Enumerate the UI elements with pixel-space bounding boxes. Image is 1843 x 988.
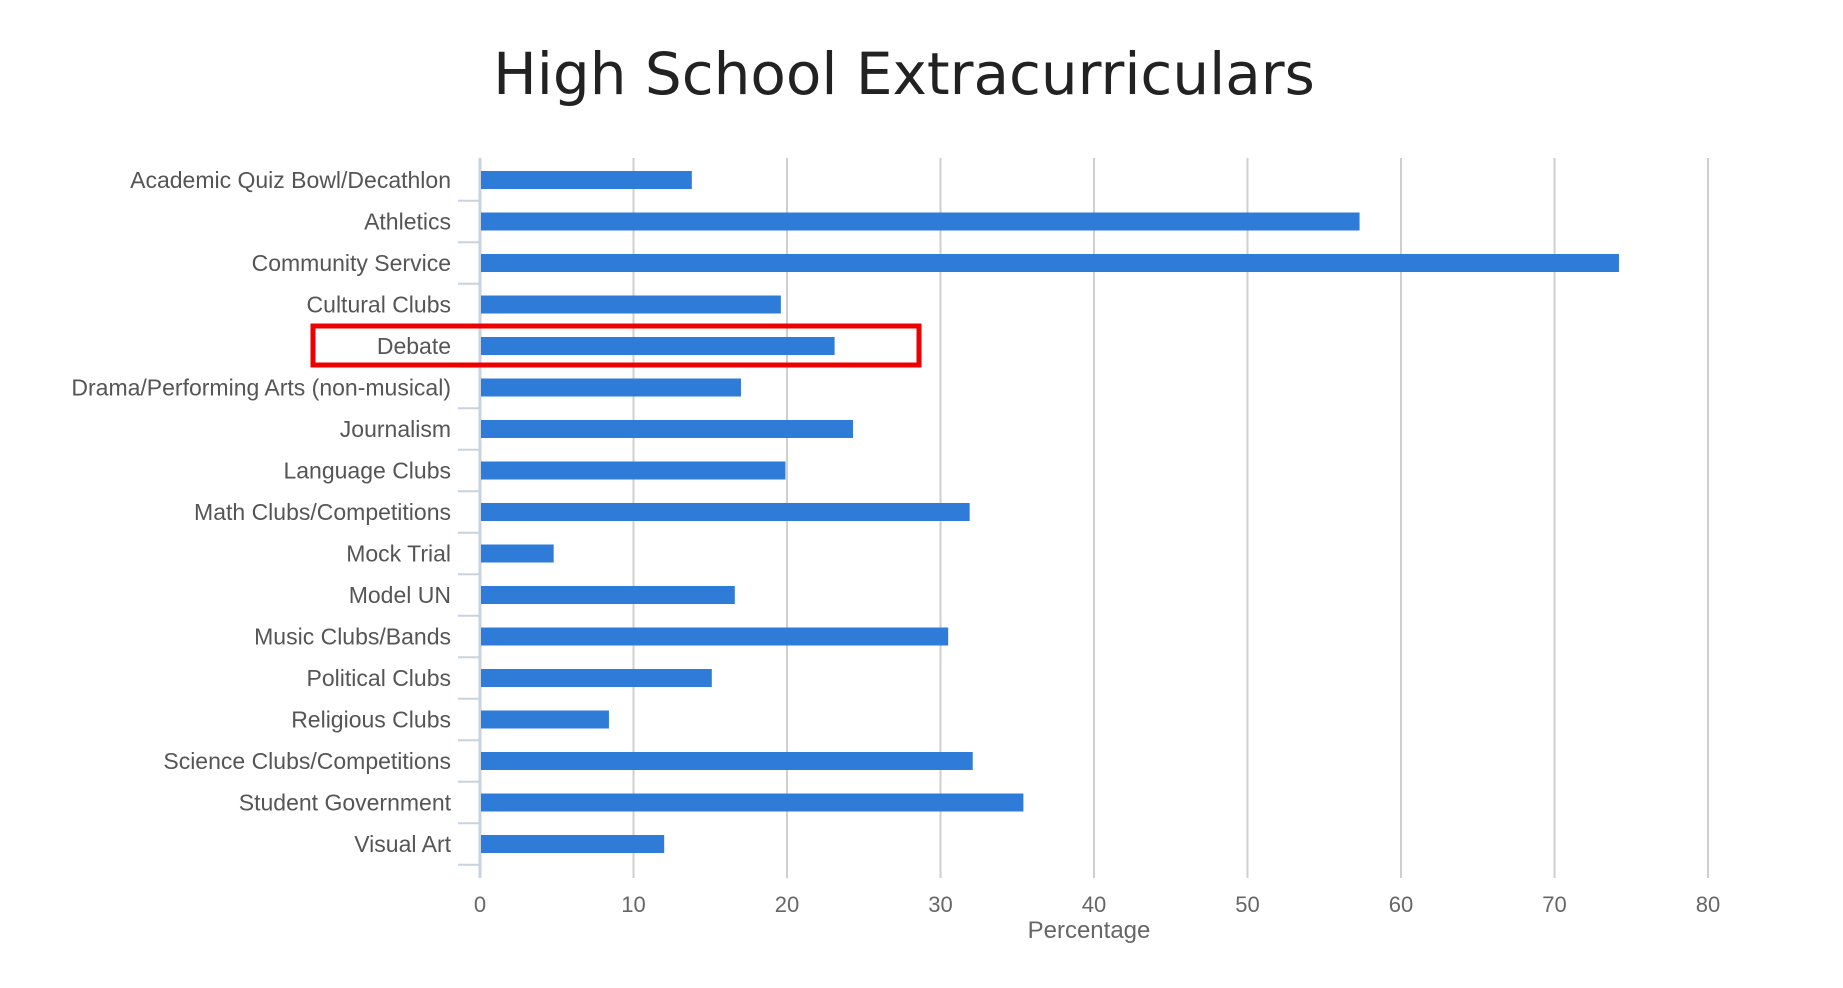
category-label: Debate [377,333,451,359]
category-label: Drama/Performing Arts (non-musical) [71,375,451,401]
bar [481,586,735,604]
bar [481,710,609,729]
x-tick-label: 50 [1235,892,1259,917]
category-label: Journalism [340,416,451,442]
bar [481,378,741,397]
category-label: Student Government [239,790,452,816]
category-label: Music Clubs/Bands [254,624,451,650]
x-tick-label: 40 [1082,892,1106,917]
category-label: Language Clubs [283,458,451,484]
category-label: Science Clubs/Competitions [163,748,451,774]
bar [481,212,1360,231]
bar [481,461,786,480]
bar [481,503,970,521]
category-labels: Academic Quiz Bowl/Decathlon Athletics Com… [71,167,451,857]
x-tick-labels: 0 10 20 30 40 50 60 70 80 [474,892,1720,917]
category-label: Religious Clubs [291,707,451,733]
highlight-box [310,323,922,368]
bar [481,752,973,770]
x-tick-label: 10 [621,892,645,917]
x-tick-label: 20 [775,892,799,917]
bar [481,337,835,355]
category-label: Visual Art [354,831,451,857]
bar [481,254,1619,272]
bar [481,793,1024,812]
x-tick-label: 0 [474,892,486,917]
y-axis [458,158,482,878]
x-tick-label: 60 [1389,892,1413,917]
bars [481,171,1619,853]
category-label: Math Clubs/Competitions [194,499,451,525]
bar [481,669,712,687]
category-label: Athletics [364,209,451,235]
bar [481,627,949,646]
category-label: Community Service [252,250,451,276]
bar [481,544,554,563]
category-label: Model UN [349,582,451,608]
highlight-annotation [310,323,922,368]
x-axis-label: Percentage [1028,917,1151,944]
chart-title: High School Extracurriculars [493,40,1315,108]
x-tick-label: 70 [1542,892,1566,917]
category-label: Cultural Clubs [307,292,451,318]
bar [481,171,692,189]
category-label: Mock Trial [346,541,451,567]
x-tick-label: 30 [928,892,952,917]
bar [481,835,665,853]
x-tick-label: 80 [1696,892,1720,917]
category-label: Academic Quiz Bowl/Decathlon [130,167,451,193]
bar [481,295,781,314]
category-label: Political Clubs [307,665,451,691]
bar [481,420,854,438]
